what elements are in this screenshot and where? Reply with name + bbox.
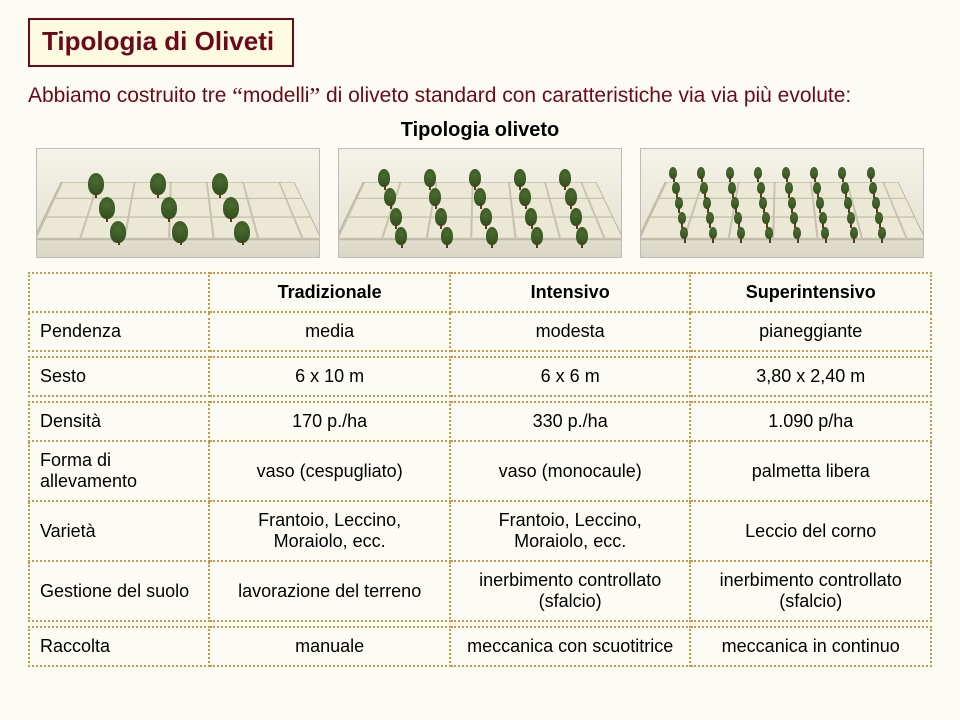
row-label: Varietà	[29, 501, 209, 561]
table-row: Varietà Frantoio, Leccino, Moraiolo, ecc…	[29, 501, 931, 561]
intro-post: di oliveto standard con caratteristiche …	[320, 84, 851, 107]
cell: vaso (cespugliato)	[209, 441, 450, 501]
row-label: Sesto	[29, 357, 209, 396]
col-superintensivo: Superintensivo	[690, 273, 931, 312]
table-row-header: Tradizionale Intensivo Superintensivo	[29, 273, 931, 312]
quote-close-icon: ”	[309, 84, 320, 110]
cell: 1.090 p/ha	[690, 402, 931, 441]
cell: Leccio del corno	[690, 501, 931, 561]
cell: media	[209, 312, 450, 351]
header-empty	[29, 273, 209, 312]
cell: 170 p./ha	[209, 402, 450, 441]
table-row: Forma di allevamento vaso (cespugliato) …	[29, 441, 931, 501]
title-box: Tipologia di Oliveti	[28, 18, 294, 67]
row-label: Forma di allevamento	[29, 441, 209, 501]
cell: 6 x 10 m	[209, 357, 450, 396]
table-row: Gestione del suolo lavorazione del terre…	[29, 561, 931, 621]
table-heading: Tipologia oliveto	[28, 119, 932, 142]
cell: 3,80 x 2,40 m	[690, 357, 931, 396]
cell: inerbimento controllato (sfalcio)	[690, 561, 931, 621]
quote-open-icon: “	[232, 84, 243, 110]
row-label: Raccolta	[29, 627, 209, 666]
diagram-intensivo	[338, 148, 622, 258]
row-label: Gestione del suolo	[29, 561, 209, 621]
cell: Frantoio, Leccino, Moraiolo, ecc.	[450, 501, 691, 561]
table-row: Densità 170 p./ha 330 p./ha 1.090 p/ha	[29, 402, 931, 441]
diagram-tradizionale	[36, 148, 320, 258]
col-intensivo: Intensivo	[450, 273, 691, 312]
cell: modesta	[450, 312, 691, 351]
col-tradizionale: Tradizionale	[209, 273, 450, 312]
intro-text: Abbiamo costruito tre “modelli” di olive…	[28, 81, 932, 113]
diagram-row	[36, 148, 924, 258]
cell: meccanica in continuo	[690, 627, 931, 666]
intro-pre: Abbiamo costruito tre	[28, 84, 232, 107]
cell: manuale	[209, 627, 450, 666]
cell: palmetta libera	[690, 441, 931, 501]
row-label: Densità	[29, 402, 209, 441]
cell: lavorazione del terreno	[209, 561, 450, 621]
table-row: Pendenza media modesta pianeggiante	[29, 312, 931, 351]
table-row: Sesto 6 x 10 m 6 x 6 m 3,80 x 2,40 m	[29, 357, 931, 396]
cell: inerbimento controllato (sfalcio)	[450, 561, 691, 621]
table-row: Raccolta manuale meccanica con scuotitri…	[29, 627, 931, 666]
cell: 330 p./ha	[450, 402, 691, 441]
data-table: Tradizionale Intensivo Superintensivo Pe…	[28, 272, 932, 667]
page-title: Tipologia di Oliveti	[42, 26, 274, 57]
cell: pianeggiante	[690, 312, 931, 351]
cell: Frantoio, Leccino, Moraiolo, ecc.	[209, 501, 450, 561]
row-label: Pendenza	[29, 312, 209, 351]
diagram-superintensivo	[640, 148, 924, 258]
cell: 6 x 6 m	[450, 357, 691, 396]
intro-quoted: modelli	[243, 84, 310, 107]
cell: vaso (monocaule)	[450, 441, 691, 501]
cell: meccanica con scuotitrice	[450, 627, 691, 666]
